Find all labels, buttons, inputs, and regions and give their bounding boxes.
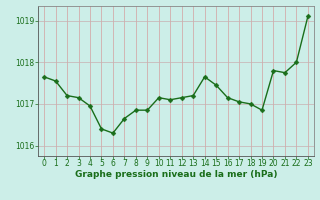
X-axis label: Graphe pression niveau de la mer (hPa): Graphe pression niveau de la mer (hPa)	[75, 170, 277, 179]
